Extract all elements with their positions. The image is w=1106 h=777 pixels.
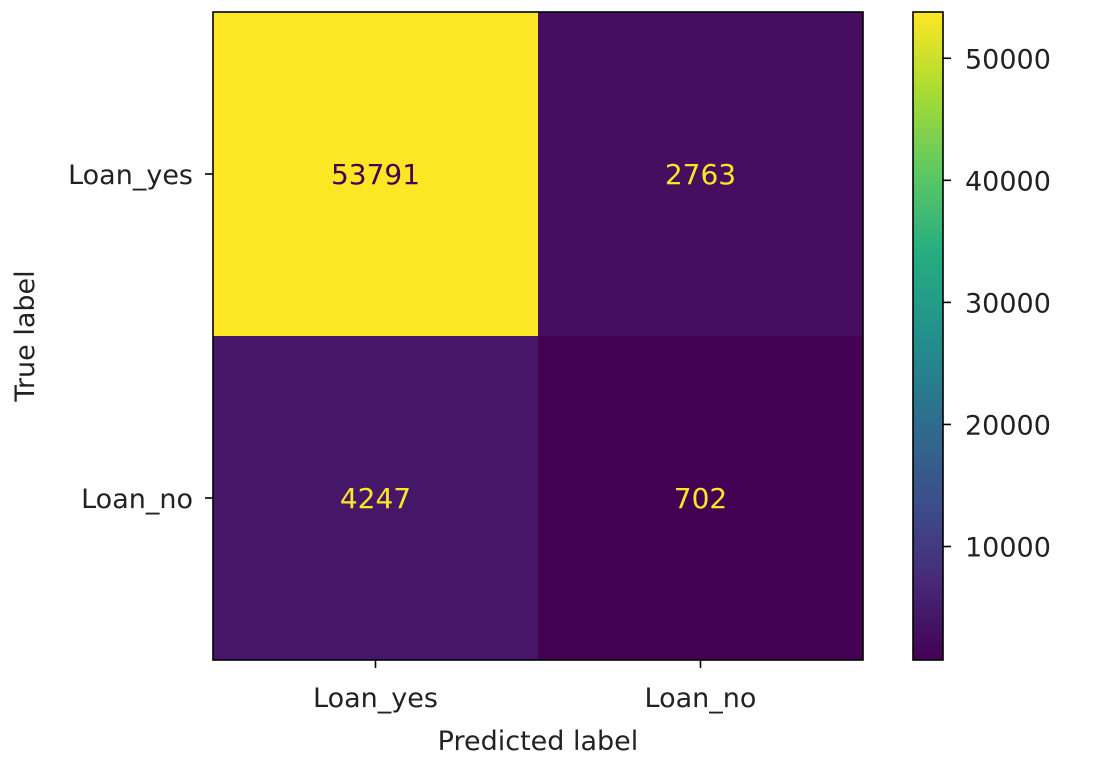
colorbar-tick-label: 50000 xyxy=(965,44,1051,75)
matrix-cell xyxy=(213,336,539,661)
x-tick-label: Loan_no xyxy=(645,683,757,714)
colorbar-tick-label: 30000 xyxy=(965,288,1051,319)
colorbar-gradient xyxy=(912,11,944,661)
x-axis-label: Predicted label xyxy=(438,726,639,757)
cell-value-label: 2763 xyxy=(665,158,736,191)
cell-value-label: 702 xyxy=(674,482,727,515)
axes-frame xyxy=(212,11,864,661)
matrix-cell xyxy=(213,12,539,337)
cell-value-label: 53791 xyxy=(331,158,420,191)
y-tick-label: Loan_yes xyxy=(68,160,193,191)
colorbar-tick-label: 10000 xyxy=(965,533,1051,564)
cell-value-label: 4247 xyxy=(340,482,411,515)
matrix-cell xyxy=(538,336,864,661)
x-tick-label: Loan_yes xyxy=(313,683,438,714)
y-axis-label: True label xyxy=(10,270,41,402)
axis-ticks: Loan_yes Loan_no Loan_yes Loan_no xyxy=(68,160,756,714)
colorbar: 10000 20000 30000 40000 50000 xyxy=(912,11,1051,661)
matrix-cell xyxy=(538,12,864,337)
colorbar-tick-label: 20000 xyxy=(965,410,1051,441)
matrix-cells: 53791 2763 4247 702 xyxy=(213,12,864,661)
colorbar-tick-label: 40000 xyxy=(965,166,1051,197)
y-tick-label: Loan_no xyxy=(81,484,193,515)
